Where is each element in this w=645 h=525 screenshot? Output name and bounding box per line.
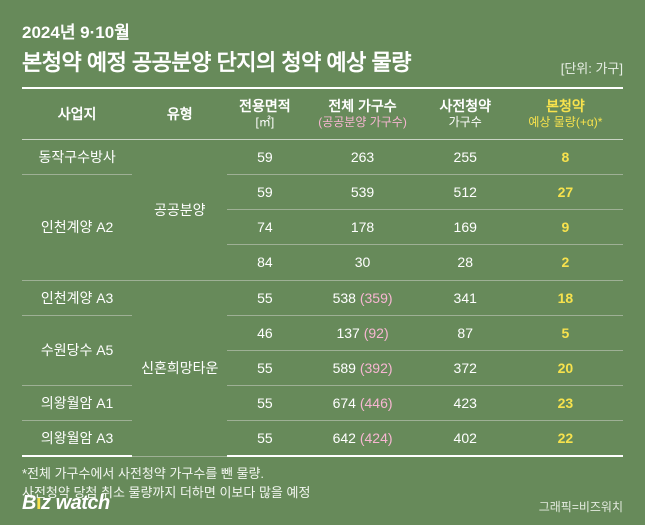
cell-total: 642 (424) — [302, 421, 422, 457]
col-total-label: 전체 가구수 — [328, 98, 396, 114]
footnote-line1: *전체 가구수에서 사전청약 가구수를 뺀 물량. — [22, 465, 623, 484]
table-head: 사업지 유형 전용면적 [㎡] 전체 가구수 (공공분양 가구수) 사전청약 가… — [22, 88, 623, 139]
cell-pre: 372 — [423, 350, 508, 385]
cell-total-sub: (392) — [360, 360, 393, 376]
cell-area: 59 — [227, 139, 302, 174]
col-total: 전체 가구수 (공공분양 가구수) — [302, 88, 422, 139]
col-area-label: 전용면적 — [239, 98, 291, 114]
cell-area: 59 — [227, 174, 302, 209]
cell-pre: 341 — [423, 280, 508, 315]
cell-final: 22 — [508, 421, 623, 457]
col-pre-label: 사전청약 — [439, 98, 491, 114]
cell-final: 20 — [508, 350, 623, 385]
col-total-sub: (공공분양 가구수) — [306, 115, 418, 131]
cell-site: 인천계양 A2 — [22, 174, 132, 280]
cell-area: 46 — [227, 315, 302, 350]
col-type: 유형 — [132, 88, 227, 139]
table-row: 의왕월암 A1 55 674 (446) 423 23 — [22, 386, 623, 421]
cell-area: 55 — [227, 350, 302, 385]
logo-part1: B — [22, 492, 36, 514]
cell-pre: 87 — [423, 315, 508, 350]
logo-part3: z watch — [41, 492, 110, 514]
col-area: 전용면적 [㎡] — [227, 88, 302, 139]
header: 2024년 9·10월 본청약 예정 공공분양 단지의 청약 예상 물량 [단위… — [0, 0, 645, 87]
table-row: 의왕월암 A3 55 642 (424) 402 22 — [22, 421, 623, 457]
cell-final: 27 — [508, 174, 623, 209]
col-site: 사업지 — [22, 88, 132, 139]
cell-total: 137 (92) — [302, 315, 422, 350]
col-pre-sub: 가구수 — [427, 115, 504, 131]
cell-total-val: 642 — [333, 430, 356, 446]
cell-total-sub: (446) — [360, 395, 393, 411]
cell-total-val: 674 — [333, 395, 356, 411]
cell-site: 의왕월암 A1 — [22, 386, 132, 421]
cell-total-val: 539 — [351, 184, 374, 200]
cell-total: 263 — [302, 139, 422, 174]
cell-total: 589 (392) — [302, 350, 422, 385]
table-row: 수원당수 A5 46 137 (92) 87 5 — [22, 315, 623, 350]
logo: Bız watch — [22, 492, 110, 515]
cell-area: 55 — [227, 386, 302, 421]
table-body: 동작구수방사 공공분양 59 263 255 8 인천계양 A2 59 539 … — [22, 139, 623, 456]
table-row: 인천계양 A2 59 539 512 27 — [22, 174, 623, 209]
cell-total-val: 263 — [351, 149, 374, 165]
data-table: 사업지 유형 전용면적 [㎡] 전체 가구수 (공공분양 가구수) 사전청약 가… — [22, 87, 623, 457]
cell-final: 5 — [508, 315, 623, 350]
cell-site: 의왕월암 A3 — [22, 421, 132, 457]
cell-pre: 423 — [423, 386, 508, 421]
cell-final: 9 — [508, 210, 623, 245]
cell-pre: 255 — [423, 139, 508, 174]
cell-total-sub: (424) — [360, 430, 393, 446]
cell-total-val: 589 — [333, 360, 356, 376]
col-pre: 사전청약 가구수 — [423, 88, 508, 139]
cell-pre: 402 — [423, 421, 508, 457]
cell-final: 8 — [508, 139, 623, 174]
cell-total: 674 (446) — [302, 386, 422, 421]
cell-total-val: 137 — [336, 325, 359, 341]
footer: Bız watch 그래픽=비즈워치 — [0, 492, 645, 515]
col-final-label: 본청약 — [546, 98, 585, 114]
cell-final: 23 — [508, 386, 623, 421]
cell-area: 74 — [227, 210, 302, 245]
cell-total: 178 — [302, 210, 422, 245]
table-row: 인천계양 A3 신혼희망타운 55 538 (359) 341 18 — [22, 280, 623, 315]
cell-total-sub: (92) — [364, 325, 389, 341]
cell-pre: 28 — [423, 245, 508, 280]
cell-type: 공공분양 — [132, 139, 227, 280]
cell-area: 84 — [227, 245, 302, 280]
cell-site: 동작구수방사 — [22, 139, 132, 174]
credit-text: 그래픽=비즈워치 — [539, 498, 623, 515]
cell-total: 539 — [302, 174, 422, 209]
cell-total: 30 — [302, 245, 422, 280]
page-title: 본청약 예정 공공분양 단지의 청약 예상 물량 — [22, 45, 411, 77]
cell-final: 18 — [508, 280, 623, 315]
cell-site: 수원당수 A5 — [22, 315, 132, 385]
cell-total-val: 538 — [333, 290, 356, 306]
cell-pre: 512 — [423, 174, 508, 209]
cell-total-sub: (359) — [360, 290, 393, 306]
cell-total-val: 30 — [355, 254, 371, 270]
col-final: 본청약 예상 물량(+α)* — [508, 88, 623, 139]
table-container: 사업지 유형 전용면적 [㎡] 전체 가구수 (공공분양 가구수) 사전청약 가… — [0, 87, 645, 457]
cell-pre: 169 — [423, 210, 508, 245]
cell-final: 2 — [508, 245, 623, 280]
cell-site: 인천계양 A3 — [22, 280, 132, 315]
title-row: 본청약 예정 공공분양 단지의 청약 예상 물량 [단위: 가구] — [22, 45, 623, 77]
cell-type: 신혼희망타운 — [132, 280, 227, 456]
unit-label: [단위: 가구] — [561, 58, 623, 77]
cell-area: 55 — [227, 280, 302, 315]
cell-area: 55 — [227, 421, 302, 457]
col-area-sub: [㎡] — [231, 115, 298, 131]
cell-total: 538 (359) — [302, 280, 422, 315]
col-final-sub: 예상 물량(+α)* — [512, 115, 619, 131]
table-row: 동작구수방사 공공분양 59 263 255 8 — [22, 139, 623, 174]
period-text: 2024년 9·10월 — [22, 18, 623, 43]
cell-total-val: 178 — [351, 219, 374, 235]
